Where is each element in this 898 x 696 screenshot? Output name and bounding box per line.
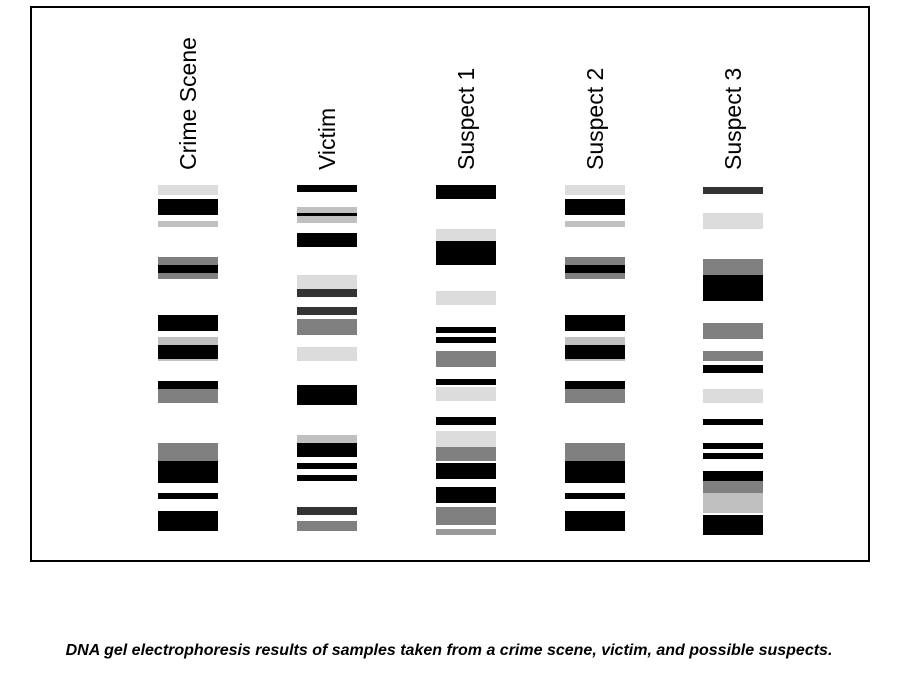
gel-band (436, 351, 496, 367)
gel-band (565, 511, 625, 531)
lane-5: Suspect 3 (703, 68, 763, 535)
gel-band (565, 265, 625, 273)
gel-band (703, 515, 763, 535)
gel-band (158, 511, 218, 531)
gel-band (565, 461, 625, 483)
gel-band (436, 229, 496, 241)
gel-band (436, 487, 496, 503)
gel-band (565, 493, 625, 499)
lane-label: Crime Scene (175, 37, 201, 170)
gel-band (297, 443, 357, 457)
gel-band (297, 319, 357, 335)
gel-band (297, 347, 357, 361)
gel-band (565, 185, 625, 195)
gel-band (703, 481, 763, 493)
gel-band (703, 187, 763, 194)
lane-4: Suspect 2 (565, 68, 625, 531)
lane-label: Victim (314, 108, 340, 170)
lane-2: Victim (297, 108, 357, 531)
gel-band (703, 443, 763, 449)
gel-band (436, 529, 496, 535)
lanes-group: Crime Scene Victim Suspect 1 Suspect 2 Suspe… (158, 37, 763, 535)
gel-band (703, 365, 763, 373)
gel-band (297, 307, 357, 315)
gel-band (436, 507, 496, 525)
gel-band (703, 351, 763, 361)
gel-band (565, 381, 625, 389)
gel-band (297, 385, 357, 405)
gel-band (436, 241, 496, 265)
gel-band (297, 275, 357, 289)
gel-band (297, 185, 357, 192)
gel-band (436, 379, 496, 385)
gel-band (565, 443, 625, 461)
gel-band (436, 417, 496, 425)
lane-label: Suspect 2 (582, 68, 608, 170)
gel-band (703, 471, 763, 481)
gel-band (703, 419, 763, 425)
gel-band (703, 389, 763, 403)
gel-band (297, 521, 357, 531)
gel-band (436, 387, 496, 401)
gel-band (297, 289, 357, 297)
gel-band (297, 463, 357, 469)
gel-band (703, 323, 763, 339)
gel-band (158, 265, 218, 273)
gel-band (158, 345, 218, 359)
gel-band (158, 315, 218, 331)
gel-band (158, 461, 218, 483)
gel-band (297, 233, 357, 247)
lane-1: Crime Scene (158, 37, 218, 531)
gel-band (436, 337, 496, 343)
gel-band (297, 475, 357, 481)
gel-band (436, 291, 496, 305)
gel-band (436, 327, 496, 333)
gel-band (158, 185, 218, 195)
gel-band (158, 381, 218, 389)
gel-band (565, 199, 625, 215)
gel-band (297, 213, 357, 216)
gel-band (158, 493, 218, 499)
gel-band (158, 221, 218, 227)
gel-band (565, 221, 625, 227)
lane-label: Suspect 3 (720, 68, 746, 170)
gel-band (703, 275, 763, 301)
gel-band (297, 507, 357, 515)
lane-label: Suspect 1 (453, 68, 479, 170)
gel-band (703, 493, 763, 513)
gel-band (565, 315, 625, 331)
gel-band (703, 213, 763, 229)
gel-band (565, 345, 625, 359)
gel-band (436, 463, 496, 479)
gel-band (703, 453, 763, 459)
gel-band (703, 259, 763, 275)
gel-band (436, 447, 496, 461)
gel-band (158, 199, 218, 215)
gel-band (297, 435, 357, 443)
gel-band (436, 185, 496, 199)
figure-caption: DNA gel electrophoresis results of sampl… (65, 642, 833, 659)
gel-band (158, 443, 218, 461)
lane-3: Suspect 1 (436, 68, 496, 535)
gel-band (436, 431, 496, 447)
